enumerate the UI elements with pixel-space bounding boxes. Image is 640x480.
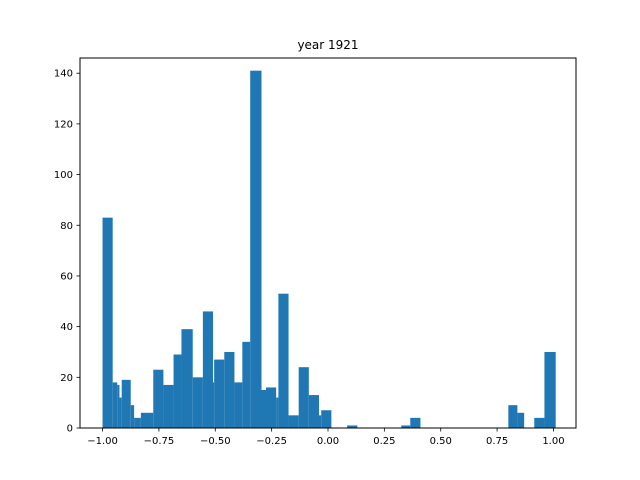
histogram-bar <box>151 412 154 428</box>
y-tick-label: 100 <box>54 170 73 181</box>
histogram-bar <box>534 417 545 428</box>
histogram-bar <box>250 70 262 428</box>
histogram-bar <box>202 311 214 428</box>
histogram-bar <box>318 415 322 428</box>
histogram-bar <box>213 382 215 428</box>
histogram-bar <box>234 382 243 428</box>
histogram-bar <box>347 425 358 428</box>
histogram-bar <box>544 351 556 428</box>
histogram-bar <box>112 382 118 428</box>
x-tick-label: 0.25 <box>373 436 395 447</box>
histogram-bar <box>214 359 225 428</box>
histogram-bar <box>102 217 113 428</box>
histogram-bar <box>192 377 203 428</box>
histogram-bar <box>130 405 135 428</box>
y-tick-label: 60 <box>60 271 73 282</box>
y-tick-label: 140 <box>54 69 73 80</box>
plot-frame <box>79 57 577 429</box>
x-tick-label: −0.25 <box>256 436 287 447</box>
histogram-bar <box>266 387 277 428</box>
histogram-bar <box>181 329 193 428</box>
x-tick-label: 1.00 <box>542 436 564 447</box>
x-tick-label: 0.50 <box>430 436 452 447</box>
y-tick-label: 120 <box>54 119 73 130</box>
histogram-bar <box>508 405 518 428</box>
y-axis-ticks: 0 20 40 60 80 100 120 140 <box>54 69 80 435</box>
y-tick-label: 80 <box>60 221 73 232</box>
histogram-bar <box>121 379 131 428</box>
histogram-bar <box>276 397 279 428</box>
x-tick-label: −1.00 <box>87 436 118 447</box>
histogram-bar <box>242 341 251 428</box>
x-tick-label: −0.75 <box>144 436 175 447</box>
y-tick-label: 40 <box>60 322 73 333</box>
x-axis-ticks: −1.00 −0.75 −0.50 −0.25 0.00 0.25 0.50 0.75 1.00 <box>87 428 565 447</box>
histogram-bar <box>308 395 319 428</box>
histogram-bar <box>119 397 122 428</box>
x-tick-label: 0.75 <box>486 436 508 447</box>
bars-group <box>102 70 556 428</box>
histogram-bar <box>117 384 120 428</box>
histogram-bar <box>224 351 235 428</box>
x-tick-label: −0.50 <box>200 436 231 447</box>
histogram-bar <box>517 412 525 428</box>
histogram-bar <box>173 354 182 428</box>
histogram-bar <box>140 412 152 428</box>
histogram-bar <box>288 415 299 428</box>
histogram-bar <box>410 417 421 428</box>
histogram-bar <box>278 293 289 428</box>
y-tick-label: 0 <box>67 424 73 435</box>
histogram-bar <box>261 389 266 428</box>
histogram-bar <box>401 425 411 428</box>
histogram-bar <box>163 384 174 428</box>
histogram-bar <box>321 410 332 428</box>
histogram-bar <box>153 369 164 428</box>
histogram-bar <box>134 417 141 428</box>
x-tick-label: 0.00 <box>317 436 339 447</box>
chart-title: year 1921 <box>297 38 358 52</box>
histogram-bar <box>298 367 309 428</box>
y-tick-label: 20 <box>60 373 73 384</box>
